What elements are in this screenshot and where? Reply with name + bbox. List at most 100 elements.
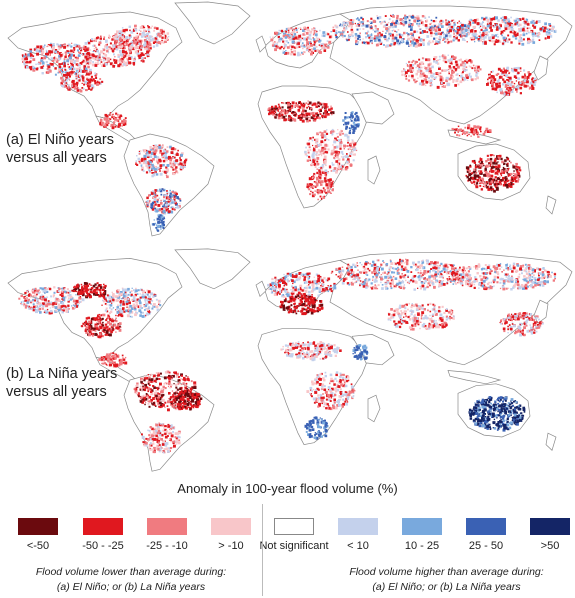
anomaly-pixel	[99, 119, 103, 122]
anomaly-pixel	[311, 28, 314, 31]
anomaly-pixel	[506, 185, 509, 189]
anomaly-pixel	[81, 87, 84, 89]
anomaly-pixel	[104, 303, 107, 305]
anomaly-pixel	[434, 32, 438, 36]
anomaly-pixel	[502, 16, 504, 19]
anomaly-pixel	[137, 289, 140, 292]
anomaly-pixel	[489, 154, 492, 157]
anomaly-pixel	[490, 18, 493, 21]
anomaly-pixel	[464, 33, 467, 35]
anomaly-pixel	[75, 299, 79, 303]
anomaly-pixel	[327, 139, 330, 141]
anomaly-pixel	[123, 118, 126, 122]
anomaly-pixel	[390, 14, 392, 17]
anomaly-pixel	[509, 89, 512, 92]
anomaly-pixel	[288, 108, 292, 111]
anomaly-pixel	[421, 15, 425, 18]
anomaly-pixel	[77, 54, 81, 57]
anomaly-pixel	[497, 156, 500, 159]
anomaly-pixel	[318, 169, 321, 172]
anomaly-pixel	[342, 31, 345, 34]
anomaly-pixel	[444, 61, 447, 64]
anomaly-pixel	[414, 44, 418, 48]
anomaly-pixel	[506, 79, 508, 81]
anomaly-pixel	[74, 287, 76, 290]
anomaly-pixel	[156, 189, 158, 192]
anomaly-pixel	[127, 54, 131, 57]
anomaly-pixel	[98, 52, 101, 55]
anomaly-pixel	[60, 291, 64, 295]
anomaly-pixel	[118, 294, 121, 297]
anomaly-pixel	[159, 304, 162, 307]
anomaly-pixel	[494, 171, 498, 175]
anomaly-pixel	[509, 78, 512, 82]
anomaly-pixel	[508, 160, 511, 162]
anomaly-pixel	[351, 30, 354, 34]
anomaly-pixel	[326, 105, 329, 108]
anomaly-pixel	[35, 297, 37, 299]
anomaly-pixel	[70, 53, 74, 57]
anomaly-pixel	[151, 201, 154, 204]
anomaly-pixel	[535, 21, 538, 24]
anomaly-pixel	[408, 19, 411, 22]
anomaly-pixel	[474, 19, 477, 22]
anomaly-pixel	[82, 59, 85, 62]
anomaly-pixel	[89, 71, 92, 73]
anomaly-pixel	[294, 41, 296, 44]
map-panel-el-nino: (a) El Niño years versus all years	[0, 0, 575, 240]
anomaly-pixel	[478, 167, 480, 169]
anomaly-pixel	[500, 174, 503, 177]
anomaly-pixel	[151, 167, 154, 170]
anomaly-pixel	[459, 128, 462, 132]
anomaly-pixel	[26, 61, 29, 64]
anomaly-pixel	[90, 320, 93, 322]
anomaly-pixel	[416, 22, 418, 25]
anomaly-pixel	[478, 40, 480, 42]
anomaly-pixel	[504, 74, 506, 77]
anomaly-pixel	[526, 20, 528, 22]
anomaly-pixel	[472, 25, 476, 29]
anomaly-pixel	[165, 201, 168, 204]
anomaly-pixel	[26, 297, 28, 299]
anomaly-pixel	[347, 31, 349, 33]
anomaly-pixel	[170, 151, 174, 154]
anomaly-pixel	[165, 166, 168, 169]
anomaly-pixel	[469, 164, 471, 167]
anomaly-pixel	[332, 29, 336, 32]
anomaly-pixel	[407, 33, 410, 36]
anomaly-pixel	[358, 21, 361, 23]
anomaly-pixel	[53, 286, 56, 289]
anomaly-pixel	[164, 40, 167, 43]
anomaly-pixel	[320, 134, 323, 137]
anomaly-pixel	[514, 23, 517, 26]
anomaly-pixel	[136, 35, 138, 38]
anomaly-pixel	[304, 109, 307, 113]
anomaly-pixel	[80, 289, 82, 291]
anomaly-pixel	[121, 50, 125, 54]
anomaly-pixel	[97, 314, 99, 317]
anomaly-pixel	[278, 107, 280, 110]
anomaly-pixel	[165, 158, 168, 162]
anomaly-pixel	[82, 53, 85, 56]
anomaly-pixel	[163, 209, 166, 212]
anomaly-pixel	[118, 34, 121, 37]
anomaly-pixel	[482, 30, 485, 33]
anomaly-pixel	[35, 63, 37, 66]
anomaly-pixel	[182, 161, 185, 163]
anomaly-pixel	[443, 56, 447, 60]
anomaly-pixel	[334, 154, 336, 157]
anomaly-pixel	[281, 113, 284, 116]
anomaly-pixel	[531, 77, 534, 80]
anomaly-pixel	[322, 152, 325, 155]
anomaly-pixel	[160, 193, 163, 196]
anomaly-pixel	[420, 66, 423, 69]
anomaly-pixel	[428, 28, 430, 30]
anomaly-pixel	[408, 45, 410, 47]
anomaly-pixel	[175, 192, 178, 196]
anomaly-pixel	[452, 81, 455, 83]
anomaly-pixel	[480, 35, 482, 37]
anomaly-pixel	[521, 75, 524, 78]
anomaly-pixel	[530, 21, 533, 24]
anomaly-pixel	[314, 166, 317, 168]
anomaly-pixel	[34, 68, 36, 70]
